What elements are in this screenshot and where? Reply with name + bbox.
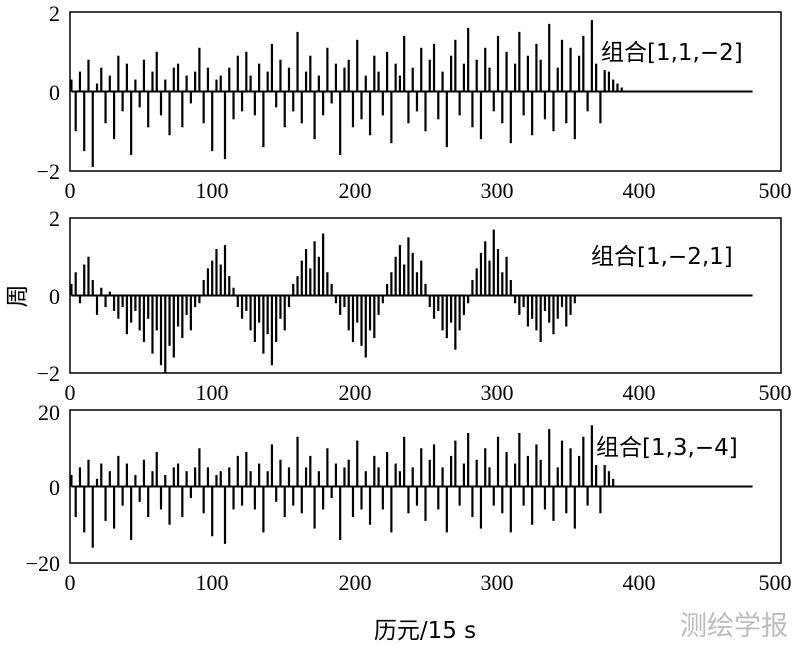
panel-2-xtick-0: 0 — [65, 380, 76, 405]
panel-1-xtick-400: 400 — [623, 178, 656, 203]
panel-3-xtick-500: 500 — [759, 570, 792, 595]
panel-2-legend: 组合[1,−2,1] — [591, 244, 733, 270]
panel-3-xtick-100: 100 — [196, 570, 229, 595]
panel-3-ytick-bottom: −20 — [26, 551, 60, 576]
panel-2-xtick-500: 500 — [759, 380, 792, 405]
panel-3-legend: 组合[1,3,−4] — [596, 435, 738, 461]
panel-1: 组合[1,1,−2] 2 0 −2 0 100 200 300 400 500 — [37, 1, 792, 203]
panel-2-legend-box — [588, 234, 778, 274]
panel-1-xtick-0: 0 — [65, 178, 76, 203]
panel-1-bars — [70, 19, 623, 168]
panel-3-legend-box — [593, 425, 779, 465]
panel-1-ytick-bottom: −2 — [37, 159, 60, 184]
panel-2-ytick-mid: 0 — [49, 284, 60, 309]
panel-1-ytick-mid: 0 — [49, 80, 60, 105]
panel-1-xtick-200: 200 — [339, 178, 372, 203]
panel-2-xtick-100: 100 — [196, 380, 229, 405]
panel-2-bars — [70, 229, 576, 373]
panel-1-xtick-500: 500 — [759, 178, 792, 203]
panel-2-frame — [69, 217, 782, 374]
panel-1-xticks: 0 100 200 300 400 500 — [65, 178, 792, 203]
panel-1-legend-box — [598, 30, 780, 70]
x-axis-title: 历元/15 s — [374, 618, 476, 644]
panel-3-xtick-300: 300 — [481, 570, 514, 595]
panel-3-xticks: 0 100 200 300 400 500 — [65, 570, 792, 595]
panel-2-ytick-bottom: −2 — [37, 361, 60, 386]
panel-1-frame — [69, 11, 782, 172]
panel-1-xtick-300: 300 — [481, 178, 514, 203]
panel-3-ytick-top: 20 — [38, 400, 60, 425]
panel-2: 组合[1,−2,1] 2 0 −2 0 100 200 300 400 500 — [37, 206, 792, 405]
panel-3: 组合[1,3,−4] 20 0 −20 0 100 200 300 400 50… — [26, 400, 792, 595]
panel-3-xtick-200: 200 — [339, 570, 372, 595]
panel-1-xtick-100: 100 — [196, 178, 229, 203]
panel-2-xticks: 0 100 200 300 400 500 — [65, 380, 792, 405]
panel-3-ytick-mid: 0 — [49, 475, 60, 500]
panel-2-xtick-300: 300 — [481, 380, 514, 405]
panel-1-legend: 组合[1,1,−2] — [601, 40, 743, 66]
panel-3-xtick-400: 400 — [623, 570, 656, 595]
panel-3-bars — [70, 425, 615, 548]
panel-2-xtick-400: 400 — [623, 380, 656, 405]
panel-1-ytick-top: 2 — [49, 1, 60, 26]
watermark: 测绘学报 — [680, 611, 788, 642]
y-axis-title: 周 — [5, 285, 31, 308]
panel-3-xtick-0: 0 — [65, 570, 76, 595]
panel-2-xtick-200: 200 — [339, 380, 372, 405]
panel-2-ytick-top: 2 — [49, 206, 60, 231]
panel-3-frame — [69, 409, 782, 564]
